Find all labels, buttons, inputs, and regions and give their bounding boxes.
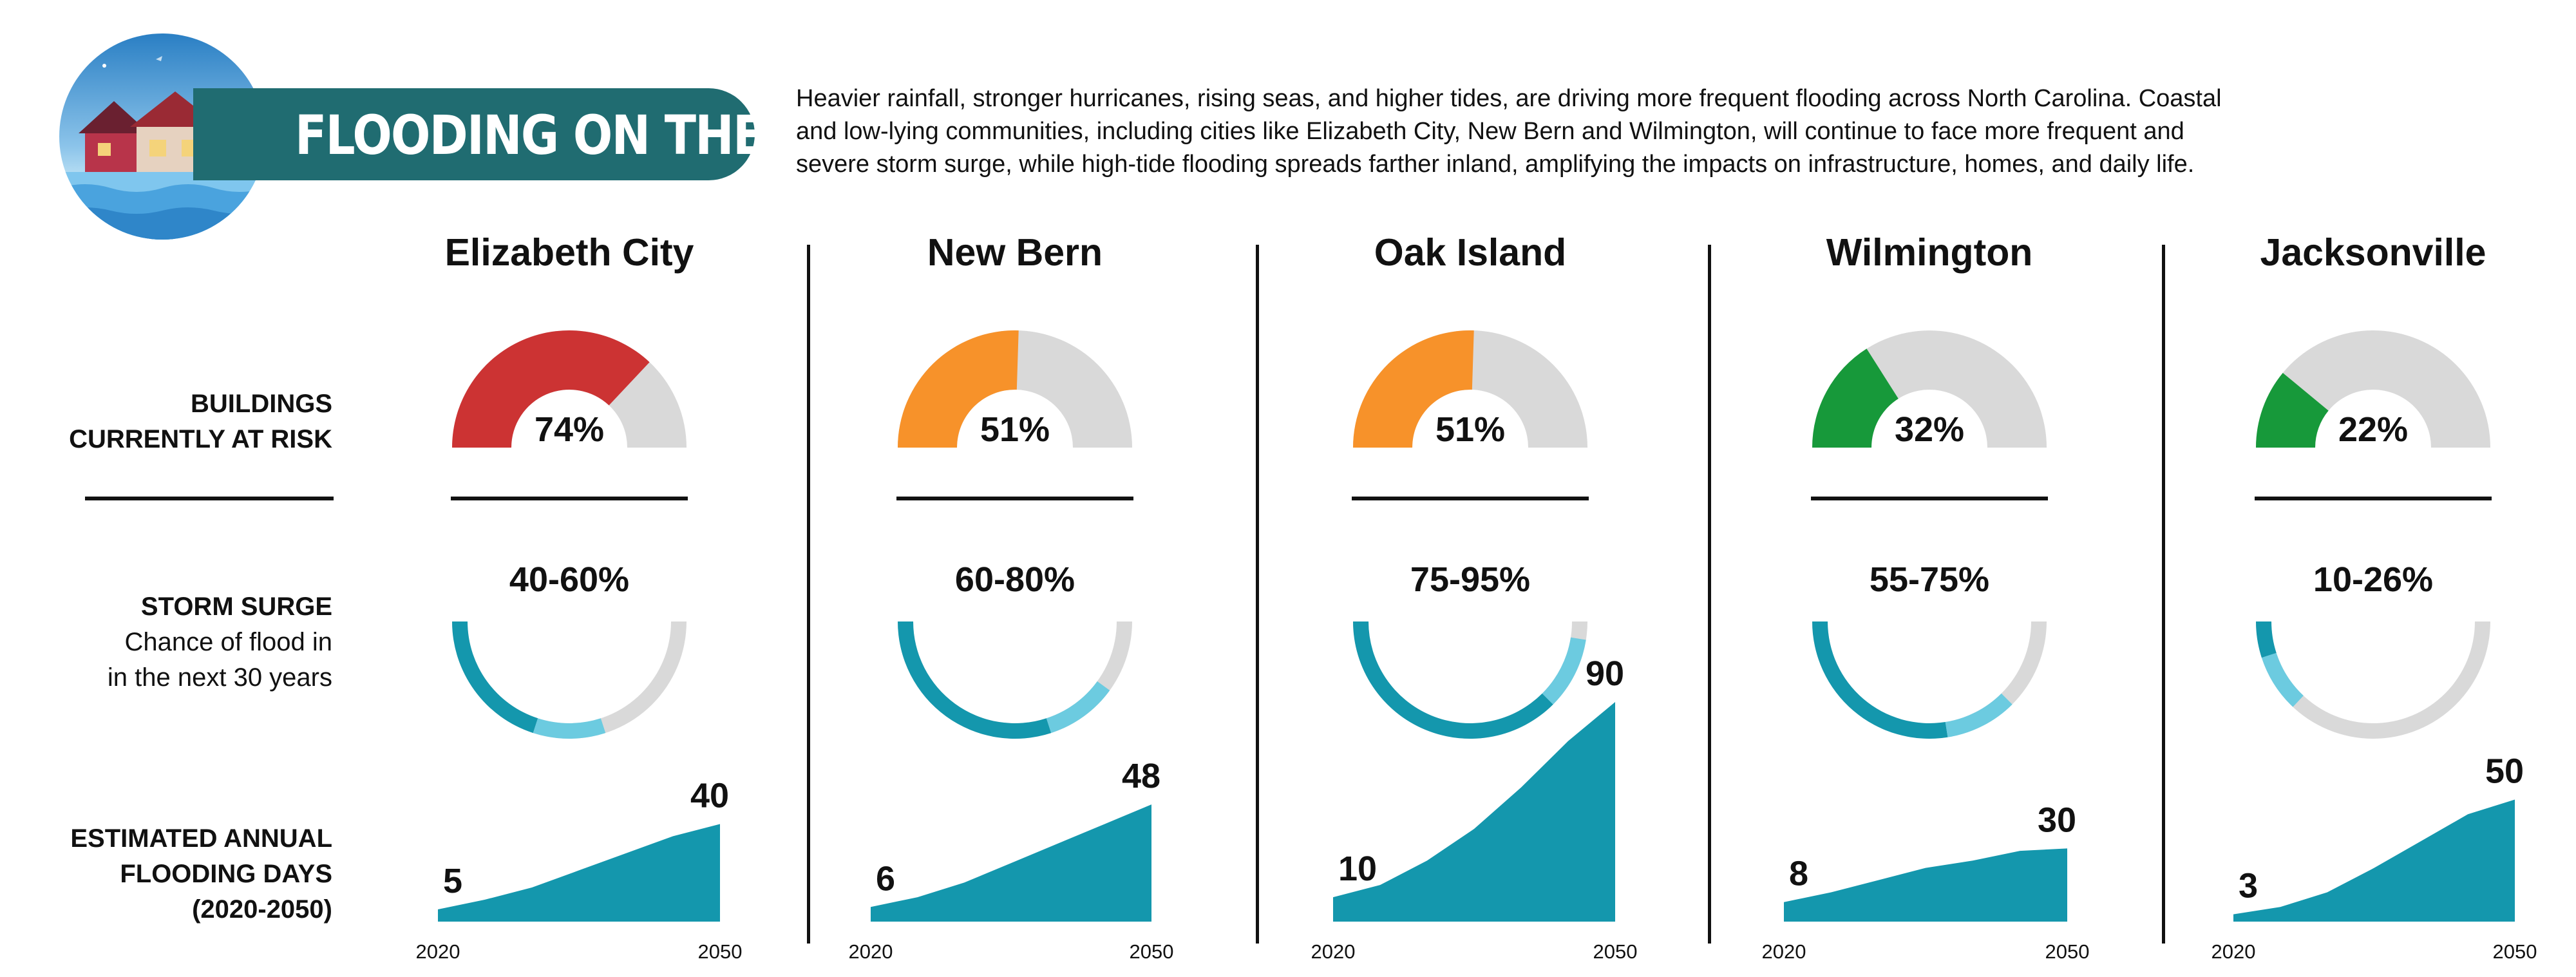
intro-line: severe storm surge, while high-tide floo… <box>796 151 2195 178</box>
city-name: Jacksonville <box>2260 231 2486 274</box>
row-divider <box>85 497 334 500</box>
flooding-area <box>1333 702 1615 922</box>
city-name: Elizabeth City <box>445 231 694 274</box>
end-year: 2050 <box>698 940 743 963</box>
surge-ring-track <box>898 621 1132 739</box>
column-divider <box>807 245 810 944</box>
intro-line: Heavier rainfall, stronger hurricanes, r… <box>796 85 2222 112</box>
flooding-area <box>871 804 1151 922</box>
surge-ring-light <box>1945 693 2012 737</box>
surge-ring-light <box>1542 637 1586 705</box>
column-divider <box>1256 245 1259 944</box>
end-value: 50 <box>2485 752 2524 791</box>
column-divider <box>2162 245 2165 944</box>
end-value: 40 <box>690 776 729 815</box>
flooding-label-line: ESTIMATED ANNUAL <box>70 824 332 853</box>
surge-percent: 40-60% <box>509 560 629 599</box>
risk-percent: 22% <box>2338 410 2408 449</box>
risk-gauge-fill <box>898 330 1019 448</box>
storm-label-line: STORM SURGE <box>140 593 332 621</box>
start-value: 8 <box>1789 855 1808 893</box>
end-value: 30 <box>2038 801 2076 839</box>
start-year: 2020 <box>849 940 893 963</box>
city-name: Wilmington <box>1826 231 2033 274</box>
buildings-label-line: CURRENTLY AT RISK <box>69 425 332 453</box>
flooding-area <box>438 824 720 922</box>
end-year: 2050 <box>2045 940 2090 963</box>
gauge-baseline <box>2255 497 2492 500</box>
buildings-label-line: BUILDINGS <box>191 390 332 418</box>
flooding-area <box>2233 799 2515 922</box>
start-year: 2020 <box>2211 940 2256 963</box>
end-value: 90 <box>1586 654 1624 693</box>
surge-ring-dark <box>898 621 1052 739</box>
city-name: Oak Island <box>1374 231 1566 274</box>
risk-gauge-fill <box>451 330 650 448</box>
surge-ring-light <box>533 718 606 739</box>
start-year: 2020 <box>416 940 460 963</box>
surge-ring-light <box>1046 681 1110 734</box>
risk-gauge-fill <box>2256 372 2329 448</box>
flooding-label-line: FLOODING DAYS <box>120 860 332 888</box>
gauge-baseline <box>1352 497 1589 500</box>
city-name: New Bern <box>927 231 1103 274</box>
risk-gauge-fill <box>1812 348 1899 448</box>
risk-percent: 51% <box>1435 410 1505 449</box>
surge-percent: 60-80% <box>955 560 1075 599</box>
surge-percent: 10-26% <box>2313 560 2433 599</box>
start-value: 5 <box>443 862 462 900</box>
title-banner <box>193 88 755 180</box>
flooding-area <box>1784 848 2067 922</box>
storm-label-line: in the next 30 years <box>107 663 332 692</box>
start-value: 6 <box>876 859 895 898</box>
surge-ring-dark <box>2256 621 2277 658</box>
intro-line: and low-lying communities, including cit… <box>796 118 2184 145</box>
end-year: 2050 <box>2493 940 2537 963</box>
risk-percent: 32% <box>1895 410 1964 449</box>
storm-label-line: Chance of flood in <box>124 628 332 656</box>
surge-percent: 75-95% <box>1410 560 1530 599</box>
end-year: 2050 <box>1130 940 1174 963</box>
gauge-baseline <box>451 497 688 500</box>
buildings-row-label: BUILDINGS CURRENTLY AT RISK <box>69 386 332 457</box>
risk-gauge-fill <box>1353 330 1474 448</box>
start-value: 10 <box>1338 849 1377 888</box>
start-value: 3 <box>2239 867 2258 906</box>
surge-ring-track <box>1353 621 1587 739</box>
gauge-baseline <box>1811 497 2048 500</box>
flooding-row-label: ESTIMATED ANNUAL FLOODING DAYS (2020-205… <box>70 821 332 927</box>
surge-ring-dark <box>1353 621 1553 739</box>
surge-ring-light <box>2261 652 2304 707</box>
risk-percent: 51% <box>980 410 1050 449</box>
surge-percent: 55-75% <box>1870 560 1989 599</box>
column-divider <box>1708 245 1711 944</box>
storm-row-label: STORM SURGE Chance of flood in in the ne… <box>108 589 332 696</box>
surge-ring-dark <box>452 621 538 734</box>
surge-ring-dark <box>1812 621 1948 739</box>
intro-paragraph: Heavier rainfall, stronger hurricanes, r… <box>796 82 2239 181</box>
end-year: 2050 <box>1593 940 1638 963</box>
start-year: 2020 <box>1762 940 1806 963</box>
gauge-baseline <box>896 497 1133 500</box>
start-year: 2020 <box>1311 940 1356 963</box>
surge-ring-track <box>452 621 687 739</box>
risk-percent: 74% <box>535 410 604 449</box>
surge-ring-track <box>1812 621 2047 739</box>
end-value: 48 <box>1122 757 1160 795</box>
flooding-label-line: (2020-2050) <box>192 895 332 924</box>
surge-ring-track <box>2256 621 2490 739</box>
